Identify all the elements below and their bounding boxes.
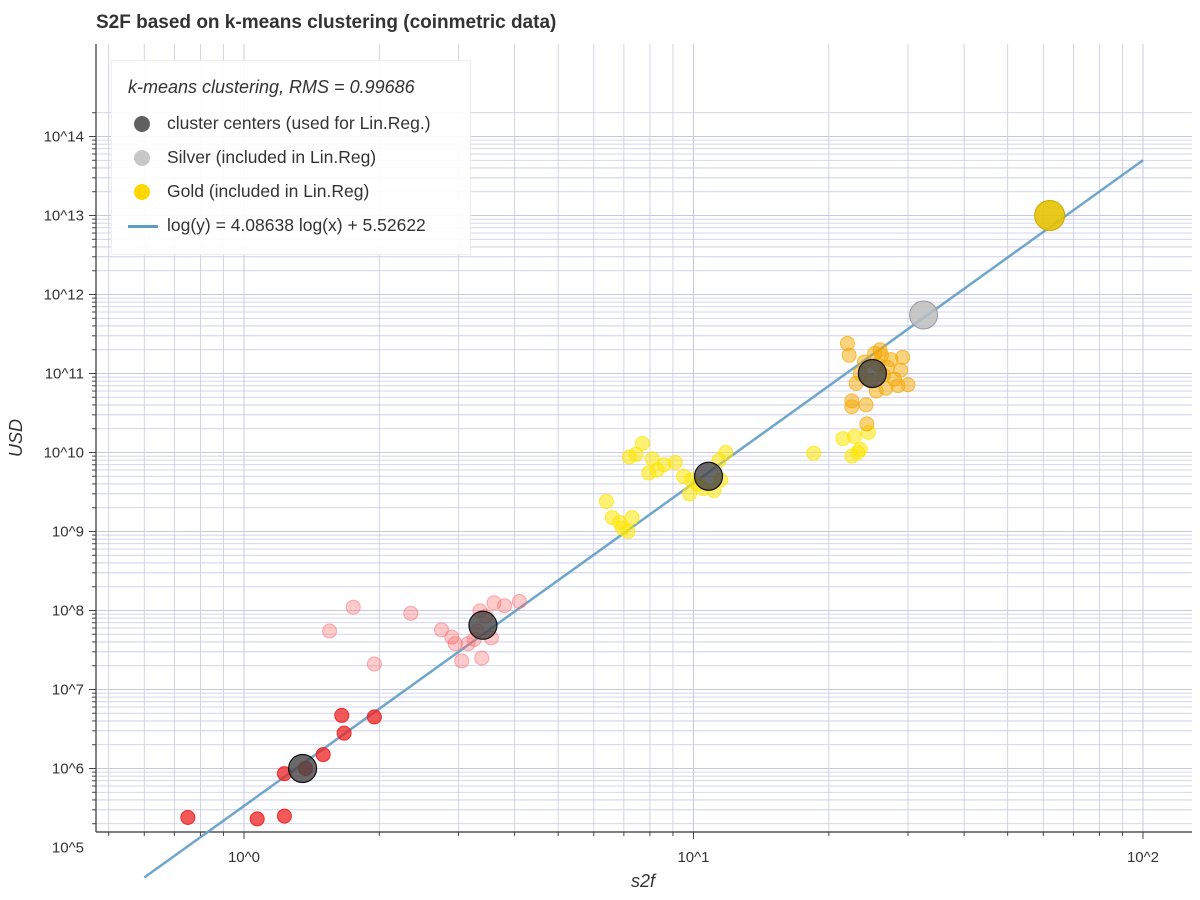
y-tick-label: 10^9 — [52, 524, 84, 541]
data-point — [806, 445, 822, 461]
data-point — [249, 811, 265, 827]
data-point — [900, 377, 916, 393]
data-point — [624, 510, 640, 526]
cluster-center-marker — [287, 753, 318, 784]
data-point — [336, 725, 352, 741]
legend: k-means clustering, RMS = 0.99686 cluste… — [111, 60, 471, 255]
x-tick-label: 10^0 — [228, 849, 260, 866]
data-point — [511, 593, 527, 609]
data-point — [474, 650, 490, 666]
y-tick-label: 10^14 — [44, 129, 84, 146]
cluster-center-marker — [693, 461, 724, 491]
data-point — [667, 454, 683, 470]
data-point — [598, 493, 614, 509]
legend-item-regression: log(y) = 4.08638 log(x) + 5.52622 — [112, 211, 470, 241]
axes-layer — [95, 44, 1192, 833]
legend-gold-marker — [134, 184, 150, 200]
y-tick-label: 10^6 — [52, 761, 84, 778]
legend-item-label: cluster centers (used for Lin.Reg.) — [167, 113, 431, 133]
legend-item-label: log(y) = 4.08638 log(x) + 5.52622 — [167, 215, 426, 235]
data-point — [634, 435, 650, 451]
x-axis-label: s2f — [631, 871, 657, 891]
data-point — [895, 349, 911, 365]
data-point — [276, 808, 292, 824]
data-point — [433, 622, 449, 638]
y-tick-label: 10^11 — [45, 366, 84, 383]
data-point — [893, 362, 909, 378]
chart-title: S2F based on k-means clustering (coinmet… — [96, 12, 557, 33]
legend-silver-marker — [134, 150, 150, 166]
y-tick-label: 10^7 — [52, 682, 84, 699]
data-point — [872, 342, 888, 358]
data-point — [180, 809, 196, 825]
legend-cluster-center-marker — [134, 116, 150, 132]
data-point — [620, 524, 636, 539]
legend-item-cluster-centers: cluster centers (used for Lin.Reg.) — [112, 109, 470, 139]
y-tick-label: 10^12 — [44, 287, 84, 304]
data-point — [497, 598, 513, 614]
data-point — [850, 445, 866, 460]
y-tick-label: 10^5 — [52, 840, 84, 857]
cluster-center-marker — [468, 610, 498, 640]
data-point — [844, 399, 860, 415]
data-point — [366, 709, 382, 725]
gold-marker — [1034, 200, 1066, 231]
y-tick-label: 10^13 — [44, 208, 84, 225]
data-point — [846, 428, 862, 444]
silver-marker — [909, 300, 939, 330]
legend-item-label: Silver (included in Lin.Reg) — [167, 147, 377, 167]
legend-item-gold: Gold (included in Lin.Reg) — [112, 177, 470, 207]
data-point — [345, 599, 361, 615]
x-tick-label: 10^2 — [1127, 849, 1159, 866]
data-point — [366, 656, 382, 672]
y-axis-label: USD — [6, 419, 26, 457]
data-point — [454, 653, 470, 669]
cluster-center-marker — [857, 358, 887, 389]
legend-regression-line — [128, 225, 158, 228]
x-tick-label: 10^1 — [677, 849, 709, 866]
y-tick-label: 10^10 — [44, 445, 84, 462]
data-point — [841, 347, 857, 363]
legend-header: k-means clustering, RMS = 0.99686 — [128, 77, 415, 97]
legend-item-label: Gold (included in Lin.Reg) — [167, 181, 370, 201]
data-point — [859, 416, 875, 432]
y-tick-label: 10^8 — [52, 603, 84, 620]
data-point — [322, 623, 338, 639]
data-point — [447, 636, 463, 652]
data-point — [315, 747, 331, 763]
data-point — [334, 707, 350, 723]
points-layer — [180, 335, 916, 827]
centers-layer — [287, 200, 1066, 784]
data-point — [403, 605, 419, 621]
data-point — [858, 397, 874, 413]
ticks-layer: 10^0 10^1 10^2 10^5 10^6 10^7 10^8 10^9 10^10 10^… — [44, 112, 1159, 866]
legend-item-silver: Silver (included in Lin.Reg) — [112, 143, 470, 173]
